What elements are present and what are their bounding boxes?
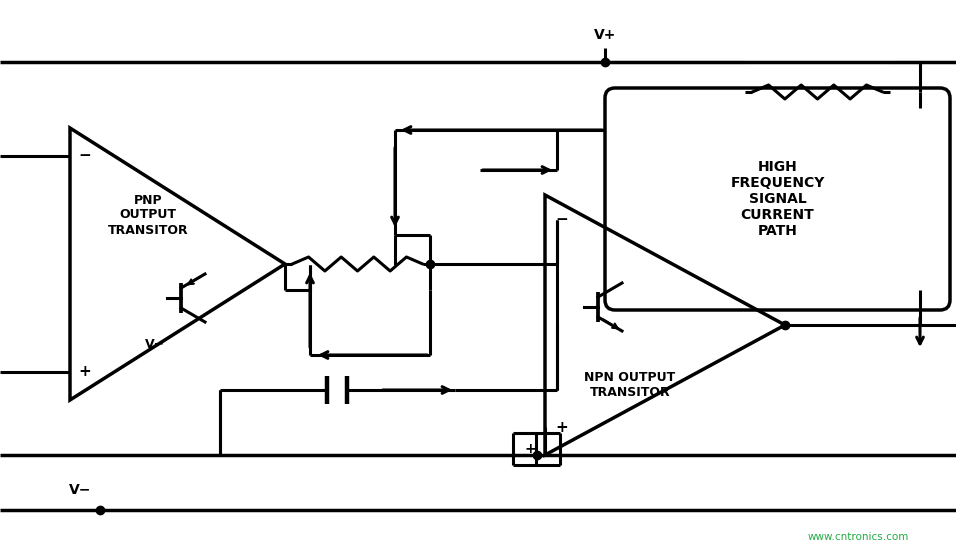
Text: PNP
OUTPUT
TRANSITOR: PNP OUTPUT TRANSITOR	[108, 194, 188, 236]
Text: NPN OUTPUT
TRANSITOR: NPN OUTPUT TRANSITOR	[584, 371, 676, 399]
Text: +: +	[555, 420, 569, 434]
Text: V+: V+	[594, 28, 617, 42]
Text: www.cntronics.com: www.cntronics.com	[807, 532, 909, 542]
Text: HIGH
FREQUENCY
SIGNAL
CURRENT
PATH: HIGH FREQUENCY SIGNAL CURRENT PATH	[730, 160, 825, 238]
Text: V−: V−	[145, 337, 165, 351]
Text: +: +	[78, 364, 92, 380]
Text: −: −	[555, 212, 569, 228]
Text: V−: V−	[69, 483, 91, 497]
Text: +: +	[524, 442, 535, 456]
Text: −: −	[78, 148, 92, 164]
